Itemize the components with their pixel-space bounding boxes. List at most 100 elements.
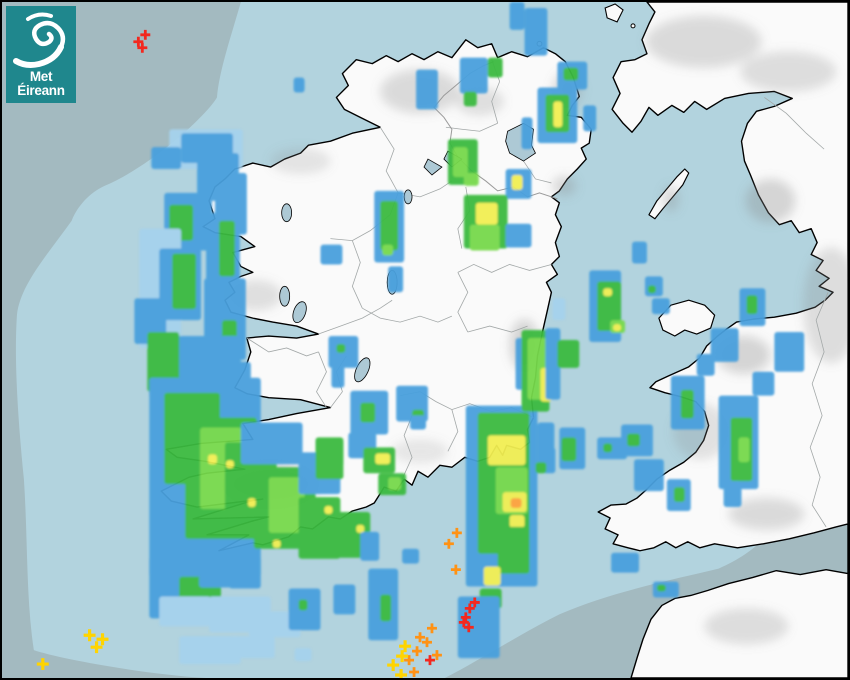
radar-echo-cell	[452, 147, 468, 177]
lightning-strike-yellow-icon	[399, 640, 412, 653]
radar-echo-cell	[561, 437, 577, 462]
lightning-strike-orange-icon	[443, 538, 454, 549]
radar-echo-cell	[151, 147, 182, 170]
radar-echo-cell	[524, 7, 548, 56]
radar-echo-cell	[746, 295, 758, 315]
cyclone-swirl-icon	[13, 12, 66, 68]
radar-echo-cell	[388, 477, 402, 491]
radar-echo-cell	[179, 636, 241, 665]
radar-echo-cell	[521, 117, 533, 150]
radar-echo-cell	[320, 244, 343, 265]
lightning-strikes-layer	[36, 29, 480, 678]
radar-echo-cell	[696, 353, 715, 376]
lightning-strike-yellow-icon	[387, 659, 400, 672]
radar-echo-cell	[487, 435, 526, 466]
radar-echo-cell	[208, 454, 217, 465]
radar-echo-cell	[410, 415, 426, 430]
lough-corrib	[292, 301, 307, 324]
lightning-strike-red-icon	[469, 597, 480, 608]
radar-echo-cell	[336, 343, 346, 353]
radar-echo-cell	[752, 371, 775, 396]
radar-echo-cell	[147, 332, 180, 392]
lightning-strike-red-icon	[137, 42, 148, 53]
lightning-strike-orange-icon	[409, 667, 420, 678]
radar-echo-cell	[557, 340, 580, 368]
radar-echo-cell	[463, 91, 477, 107]
radar-echo-cell	[545, 328, 561, 400]
radar-echo-cell	[356, 524, 365, 533]
radar-echo-cell	[218, 220, 235, 277]
radar-echo-cell	[611, 552, 639, 573]
anglesey-island	[658, 299, 716, 337]
radar-echo-cell	[563, 67, 579, 81]
radar-echo-cell	[225, 460, 234, 469]
radar-echo-cell	[710, 328, 739, 362]
lough-erne-lower	[423, 158, 443, 176]
radar-echo-cell	[294, 648, 312, 662]
radar-echo-cell	[475, 202, 498, 225]
radar-echo-cell	[723, 481, 742, 508]
lightning-strike-red-icon	[458, 617, 469, 628]
radar-echo-cell	[673, 487, 685, 503]
radar-echo-cell	[298, 599, 308, 611]
radar-echo-cell	[511, 174, 523, 190]
radar-echo-cell	[483, 566, 501, 586]
kintyre-island	[604, 3, 624, 23]
lightning-strike-yellow-icon	[396, 650, 409, 663]
lightning-strike-orange-icon	[415, 632, 425, 643]
met-eireann-logo: Met Éireann	[6, 6, 76, 103]
radar-echo-cell	[553, 101, 563, 128]
radar-echo-cell	[382, 244, 394, 256]
lightning-strike-orange-icon	[450, 564, 461, 575]
radar-echo-cell	[360, 402, 376, 423]
radar-echo-cell	[331, 357, 345, 388]
lightning-strike-orange-icon	[404, 655, 415, 666]
islet	[630, 23, 636, 29]
radar-echo-cell	[469, 224, 500, 251]
lightning-strike-orange-icon	[422, 637, 432, 648]
lightning-strike-red-icon	[140, 29, 151, 40]
radar-echo-cell	[603, 443, 613, 453]
radar-echo-cell	[463, 172, 479, 186]
radar-echo-cell	[240, 422, 303, 465]
radar-echo-cell	[509, 514, 525, 528]
radar-echo-cell	[647, 285, 656, 294]
radar-echo-cell	[172, 253, 197, 310]
org-name-line2: Éireann	[17, 83, 65, 98]
radar-echo-cell	[597, 281, 622, 332]
radar-echo-cell	[738, 437, 750, 463]
radar-echo-cell	[613, 324, 622, 332]
lough-mask	[279, 285, 291, 307]
radar-echo-cell	[774, 332, 805, 372]
radar-echo-cell	[324, 506, 333, 514]
radar-echo-cell	[159, 596, 212, 627]
radar-echo-cell	[416, 69, 438, 110]
radar-echo-cell	[388, 266, 404, 293]
radar-echo-cell	[535, 462, 547, 474]
radar-echo-cell	[228, 636, 275, 659]
lightning-strike-red-icon	[133, 36, 144, 47]
radar-echo-cell	[656, 584, 666, 592]
radar-echo-cell	[497, 526, 530, 574]
lough-conn	[281, 203, 293, 223]
radar-echo-cell	[375, 453, 391, 465]
lightning-strike-yellow-icon	[83, 629, 96, 642]
radar-echo-cell	[603, 288, 613, 297]
radar-echo-cell	[510, 498, 522, 509]
radar-echo-cell	[487, 57, 503, 78]
radar-echo-cell	[583, 105, 597, 132]
radar-echo-cell	[360, 531, 380, 561]
radar-echo-cell	[632, 241, 647, 264]
lightning-strike-yellow-icon	[395, 669, 408, 678]
radar-echo-cell	[268, 477, 305, 533]
radar-echo-cell	[328, 511, 371, 558]
radar-echo-cell	[652, 581, 679, 598]
radar-echo-cell	[380, 594, 392, 622]
radar-echo-cell	[459, 57, 488, 94]
radar-echo-cell	[505, 223, 532, 248]
radar-echo-cell	[627, 433, 640, 447]
lightning-strike-yellow-icon	[90, 641, 103, 654]
radar-echo-cell	[552, 298, 566, 321]
